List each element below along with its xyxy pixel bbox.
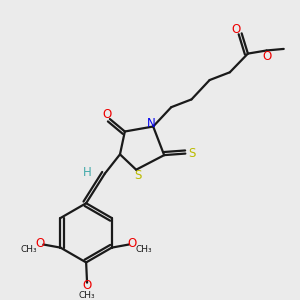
Text: CH₃: CH₃: [136, 245, 152, 254]
Text: O: O: [102, 108, 111, 121]
Text: N: N: [147, 117, 156, 130]
Text: O: O: [36, 237, 45, 250]
Text: CH₃: CH₃: [79, 291, 95, 300]
Text: O: O: [262, 50, 271, 63]
Text: CH₃: CH₃: [20, 245, 37, 254]
Text: O: O: [231, 23, 241, 36]
Text: O: O: [82, 279, 92, 292]
Text: S: S: [188, 147, 195, 160]
Text: S: S: [134, 169, 141, 182]
Text: H: H: [83, 166, 92, 178]
Text: O: O: [128, 237, 136, 250]
